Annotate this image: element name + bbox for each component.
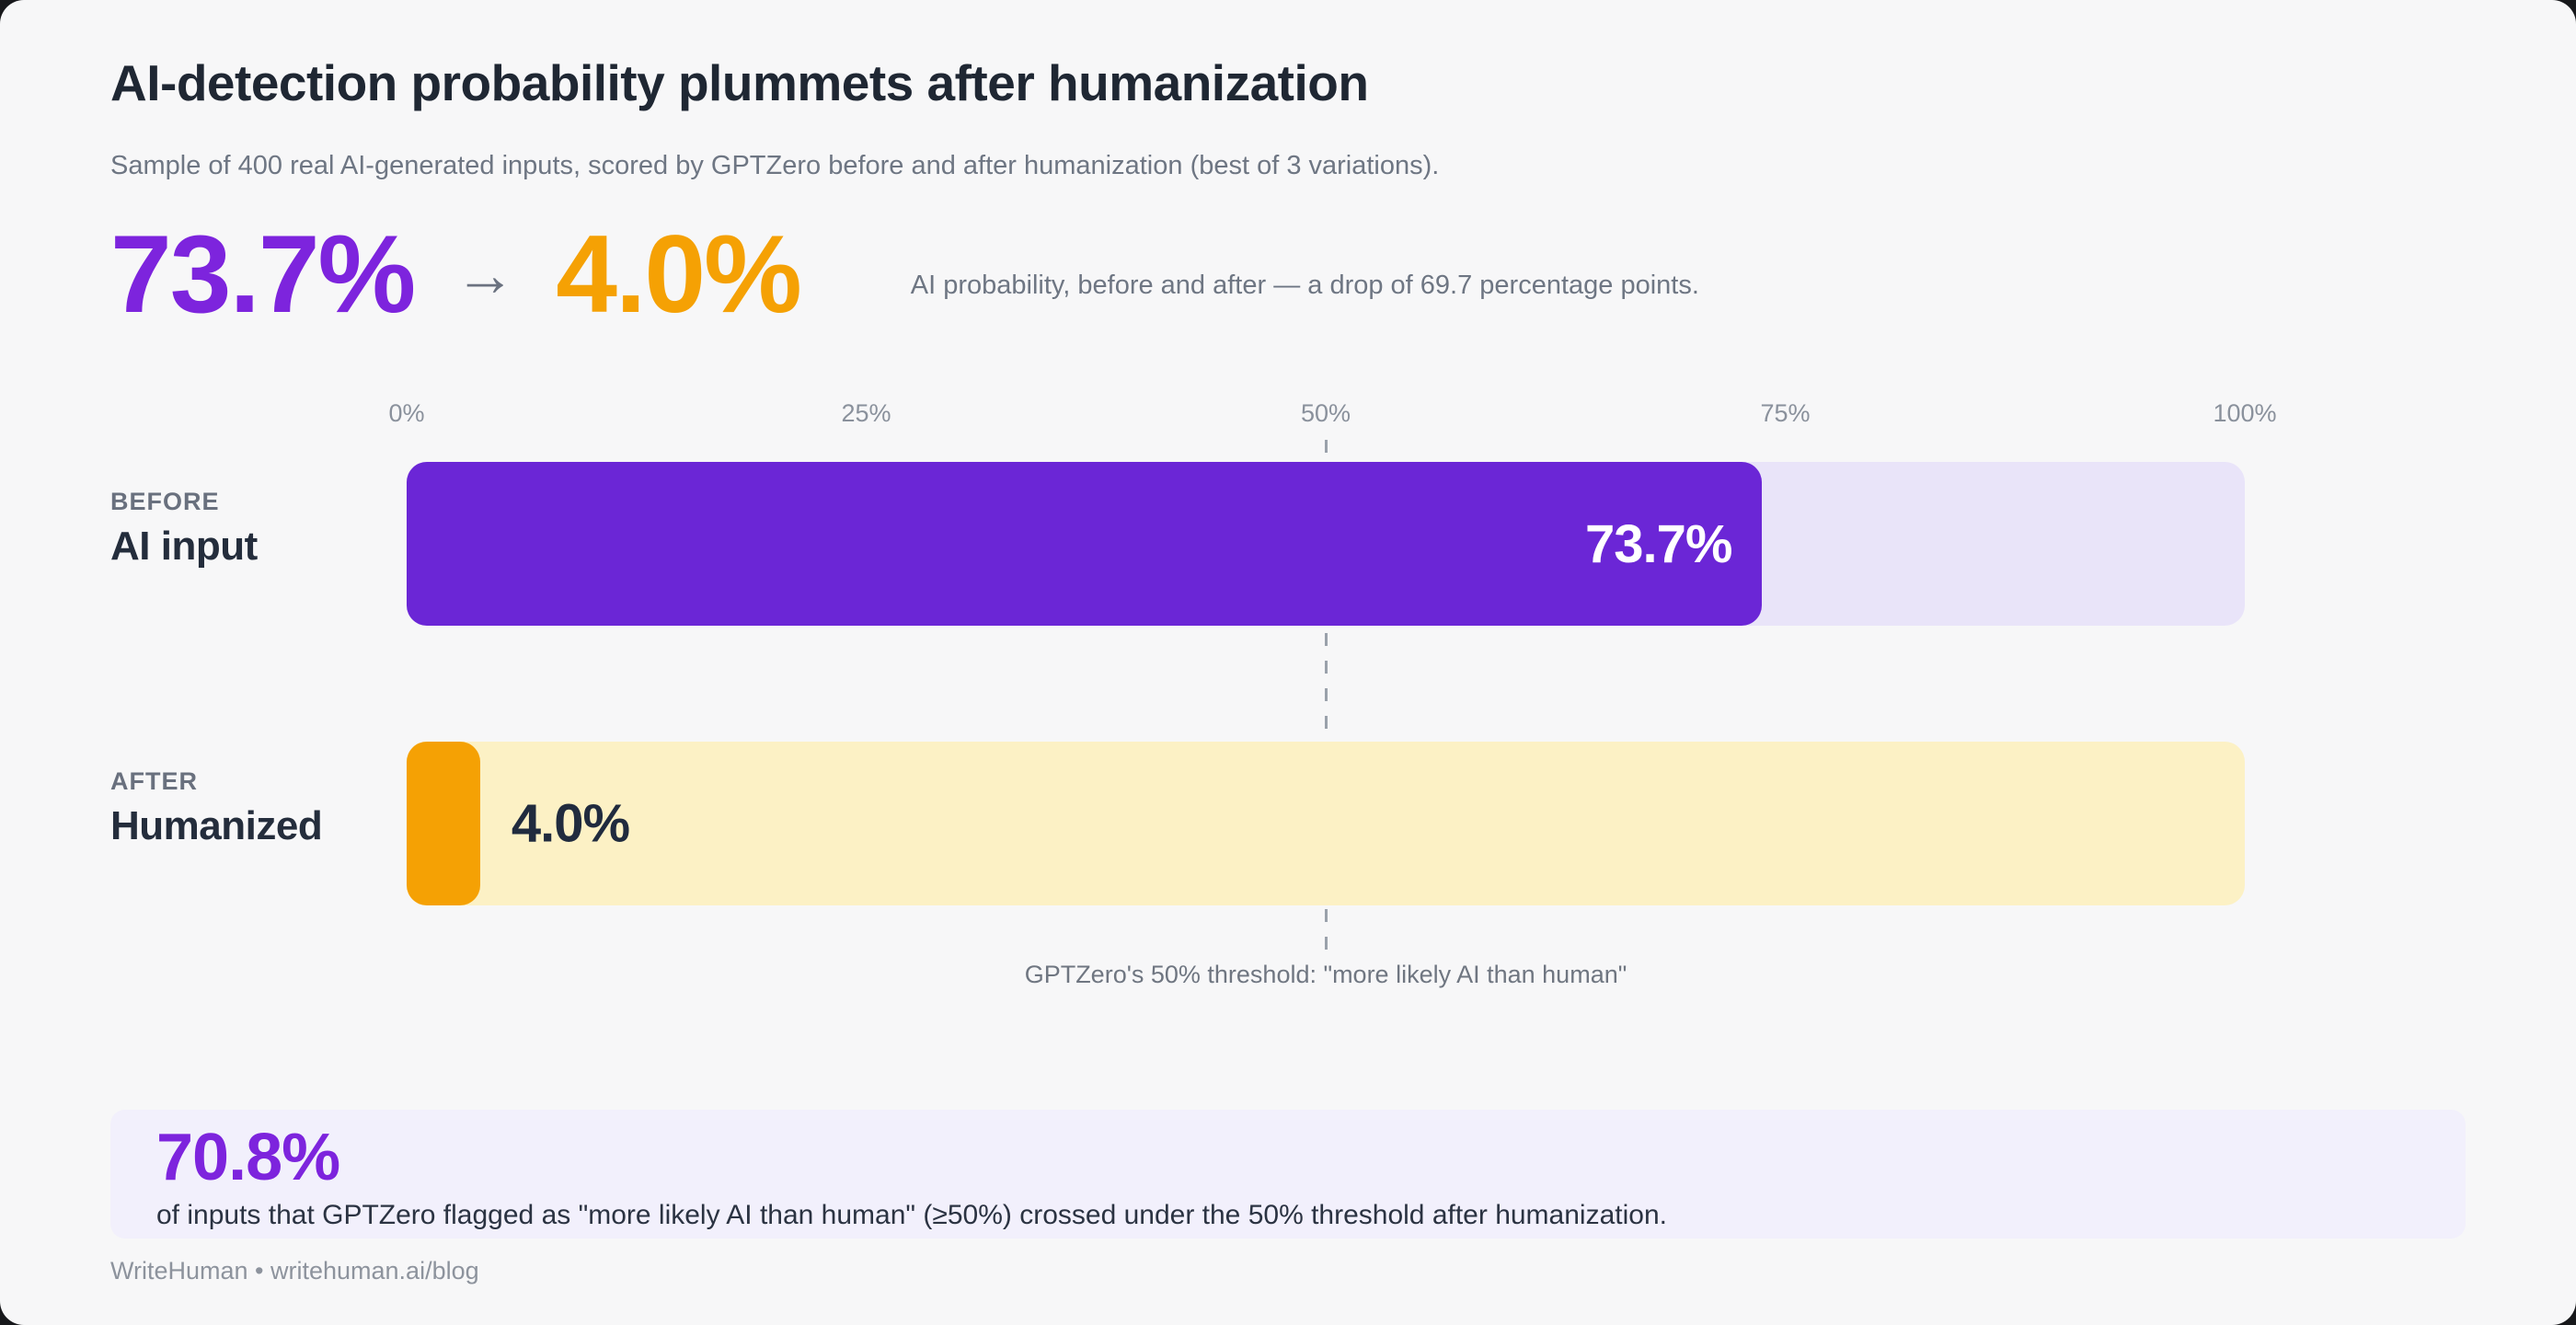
footer-credit: WriteHuman • writehuman.ai/blog: [110, 1257, 479, 1285]
threshold-dashed-line: [1324, 440, 1328, 953]
callout-panel: 70.8% of inputs that GPTZero flagged as …: [110, 1110, 2466, 1239]
bar-value-label-after: 4.0%: [511, 793, 630, 854]
headline-stats: 73.7% → 4.0% AI probability, before and …: [110, 219, 1699, 329]
row-label-after: AFTER Humanized: [110, 767, 396, 849]
before-stat-value: 73.7%: [110, 213, 416, 336]
stats-description: AI probability, before and after — a dro…: [910, 270, 1699, 300]
x-axis: 0% 25% 50% 75% 100%: [388, 399, 2276, 431]
callout-stat-value: 70.8%: [156, 1121, 340, 1194]
row-name-after: Humanized: [110, 803, 323, 848]
row-kicker-after: AFTER: [110, 767, 198, 795]
page-subtitle: Sample of 400 real AI-generated inputs, …: [110, 151, 1440, 180]
bar-value-label-before: 73.7%: [1585, 513, 1732, 574]
row-name-before: AI input: [110, 524, 258, 569]
after-stat-value: 4.0%: [556, 213, 802, 336]
axis-tick-label-100: 100%: [2213, 399, 2277, 427]
threshold-caption: GPTZero's 50% threshold: "more likely AI…: [1024, 961, 1627, 988]
bar-chart: 0% 25% 50% 75% 100% BEFORE AI input 73.7…: [110, 399, 2277, 988]
row-label-before: BEFORE AI input: [110, 488, 396, 570]
arrow-right-icon: →: [454, 240, 516, 308]
bar-track-before: 73.7%: [407, 462, 2245, 626]
bar-fill-before: 73.7%: [407, 462, 1762, 626]
axis-tick-label-50: 50%: [1300, 399, 1351, 427]
page-title: AI-detection probability plummets after …: [110, 54, 1369, 111]
callout-text: of inputs that GPTZero flagged as "more …: [156, 1200, 1667, 1230]
axis-tick-label-25: 25%: [841, 399, 891, 427]
axis-tick-label-0: 0%: [388, 399, 425, 427]
bar-track-after: 4.0%: [407, 742, 2245, 905]
row-kicker-before: BEFORE: [110, 488, 220, 515]
bar-fill-after: [407, 742, 480, 905]
axis-tick-label-75: 75%: [1760, 399, 1811, 427]
